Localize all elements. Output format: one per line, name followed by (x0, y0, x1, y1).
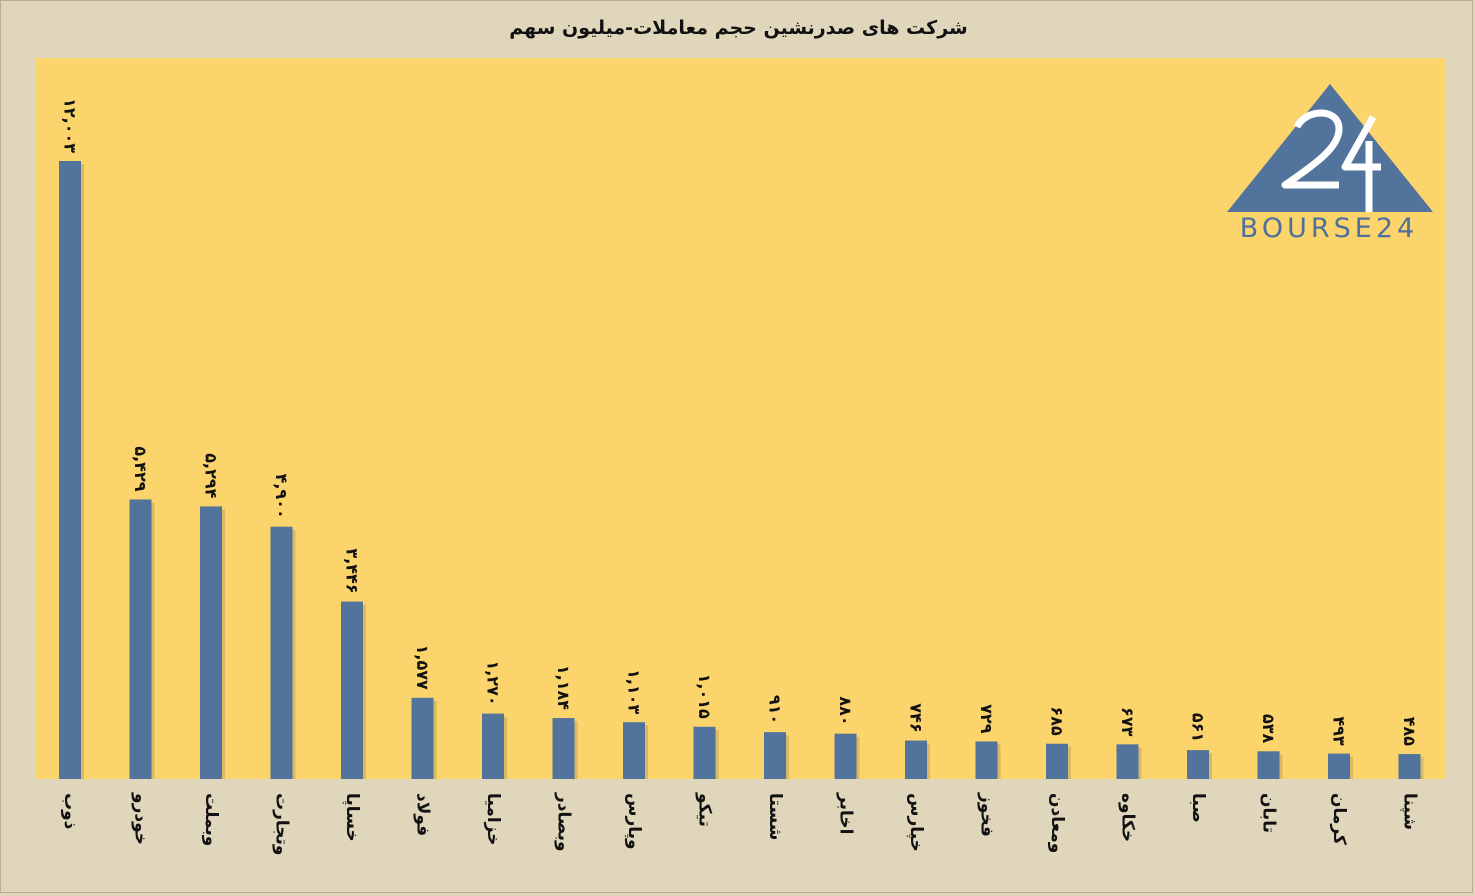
bar-5 (341, 601, 363, 779)
bar-18 (1257, 751, 1280, 779)
bar-2 (129, 499, 152, 779)
bar-13 (905, 740, 927, 779)
data-label-18: ۵۳۸ (1259, 714, 1278, 744)
data-label-12: ۸۸۰ (836, 696, 855, 725)
bar-7 (482, 713, 504, 779)
category-label-19: کرمان (1329, 793, 1349, 845)
category-label-11: شستا (765, 793, 785, 840)
bar-1 (59, 161, 81, 779)
category-label-6: فولاد (413, 793, 433, 836)
chart-title: شرکت های صدرنشین حجم معاملات-میلیون سهم (509, 17, 968, 39)
data-label-2: ۵,۴۲۹ (131, 446, 150, 491)
category-label-8: وبصادر (554, 792, 574, 852)
bourse24-logo (1227, 84, 1433, 212)
data-label-5: ۳,۴۴۶ (343, 548, 362, 593)
category-label-3: وبملت (201, 793, 221, 846)
bar-14 (975, 741, 998, 779)
category-label-7: خزامیا (483, 793, 503, 846)
category-label-16: خکاوه (1118, 793, 1138, 842)
bar-6 (411, 697, 434, 779)
category-label-20: شپنا (1400, 793, 1420, 830)
data-label-13: ۷۴۶ (907, 703, 926, 732)
category-label-5: خساپا (342, 793, 362, 842)
category-label-17: صبا (1188, 793, 1208, 823)
data-label-3: ۵,۲۹۴ (202, 453, 221, 498)
bar-19 (1328, 753, 1350, 779)
bar-9 (623, 722, 645, 779)
category-label-15: ومعادن (1047, 793, 1067, 853)
data-label-6: ۱,۵۷۷ (413, 645, 432, 690)
plot-area (35, 58, 1446, 779)
bar-11 (764, 732, 786, 779)
bar-12 (834, 733, 857, 779)
data-label-11: ۹۱۰ (766, 695, 785, 724)
category-label-10: تیکو (695, 792, 715, 827)
data-label-9: ۱,۱۰۳ (625, 669, 644, 714)
category-label-2: خودرو (131, 792, 151, 845)
data-label-15: ۶۸۵ (1048, 706, 1067, 736)
bar-10 (693, 726, 716, 779)
data-label-1: ۱۲,۰۰۳ (61, 98, 80, 153)
bar-8 (552, 718, 575, 779)
data-label-17: ۵۶۱ (1189, 713, 1208, 742)
data-label-7: ۱,۲۷۰ (484, 660, 503, 705)
data-label-10: ۱,۰۱۵ (695, 674, 714, 719)
data-label-20: ۴۸۵ (1400, 717, 1419, 747)
data-label-8: ۱,۱۸۴ (554, 665, 573, 710)
data-label-14: ۷۲۹ (977, 704, 996, 734)
bar-16 (1116, 744, 1139, 779)
bar-20 (1398, 754, 1421, 779)
data-label-19: ۴۹۳ (1330, 716, 1349, 746)
category-label-18: تابان (1259, 793, 1279, 833)
bar-15 (1046, 743, 1068, 779)
category-label-4: وتجارت (272, 793, 292, 855)
data-label-16: ۶۷۳ (1118, 707, 1137, 737)
category-label-1: ذوب (60, 793, 80, 830)
data-label-4: ۴,۹۰۰ (272, 474, 291, 519)
category-label-13: خپارس (906, 793, 926, 852)
category-label-9: وپارس (624, 793, 644, 850)
bar-4 (270, 526, 293, 779)
logo-wordmark: BOURSE24 (1239, 213, 1419, 244)
bar-3 (200, 506, 222, 779)
category-label-14: فخوز (977, 792, 997, 837)
category-label-12: اخابر (836, 792, 856, 834)
bar-17 (1187, 750, 1209, 779)
